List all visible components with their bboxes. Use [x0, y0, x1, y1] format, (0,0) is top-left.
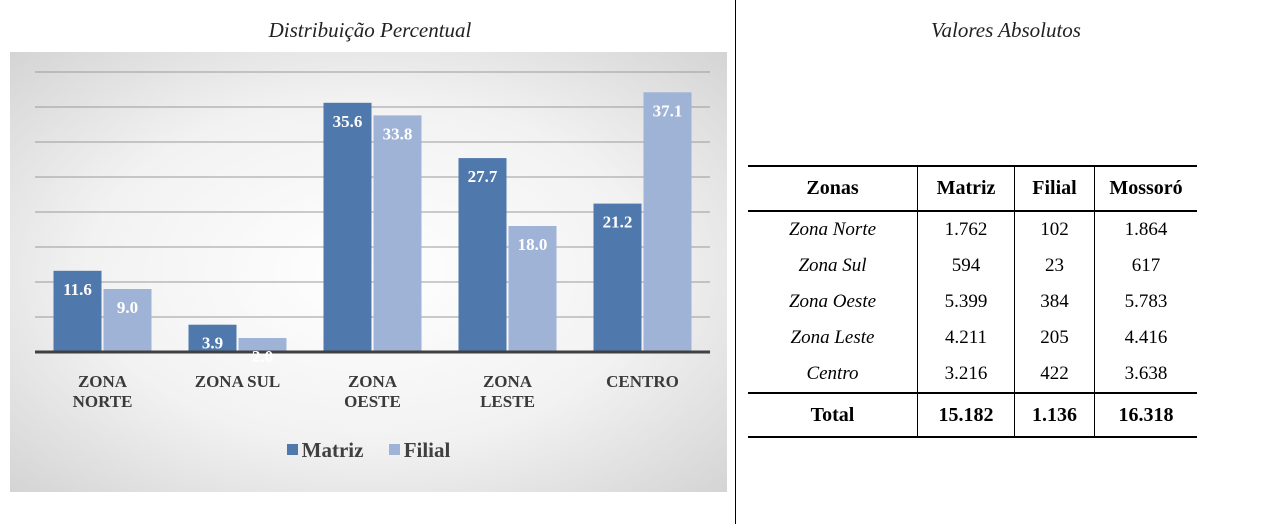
cell-matriz: 5.399 [917, 284, 1015, 320]
cell-filial: 384 [1014, 284, 1095, 320]
bar-filial [643, 92, 692, 353]
panel-divider [735, 0, 736, 524]
data-label-filial: 2.0 [252, 347, 273, 366]
cell-matriz: 1.762 [917, 211, 1015, 248]
bar-matriz [323, 102, 372, 352]
legend-label-matriz: Matriz [301, 438, 364, 462]
table-row: Zona Oeste 5.399 384 5.783 [748, 284, 1197, 320]
chart-canvas: 11.6 9.0 3.9 2.0 35.6 33.8 27.7 18.0 21.2 37.1 ZO… [35, 71, 710, 411]
cell-total-filial: 1.136 [1014, 392, 1095, 438]
legend-label-filial: Filial [403, 438, 451, 462]
cell-mossoro: 5.783 [1094, 284, 1197, 320]
cell-mossoro: 1.864 [1094, 211, 1197, 248]
chart-legend: Matriz Filial [10, 438, 727, 463]
table-header-row: Zonas Matriz Filial Mossoró [748, 165, 1197, 212]
data-label-matriz: 3.9 [202, 334, 223, 353]
cell-zona: Zona Norte [788, 219, 877, 240]
data-label-matriz: 11.6 [63, 280, 92, 299]
table-row: Zona Norte 1.762 102 1.864 [748, 211, 1197, 248]
table-title: Valores Absolutos [931, 18, 1081, 42]
cell-mossoro: 4.416 [1094, 320, 1197, 356]
category-label: OESTE [344, 392, 401, 411]
cell-total-mossoro: 16.318 [1094, 392, 1197, 438]
cell-matriz: 594 [917, 248, 1015, 284]
table-row: Zona Leste 4.211 205 4.416 [748, 320, 1197, 356]
bar-filial [508, 226, 557, 352]
header-zonas: Zonas [748, 165, 918, 212]
data-label-matriz: 35.6 [333, 112, 363, 131]
category-label: NORTE [73, 392, 133, 411]
cell-zona: Zona Sul [798, 255, 867, 276]
category-label: ZONA [483, 372, 533, 391]
cell-zona: Centro [806, 363, 859, 384]
bar-matriz [593, 203, 642, 352]
data-label-matriz: 27.7 [468, 167, 498, 186]
legend-swatch-matriz [286, 444, 298, 455]
cell-zona: Zona Leste [790, 327, 875, 348]
cell-mossoro: 617 [1094, 248, 1197, 284]
cell-zona: Zona Oeste [788, 291, 877, 312]
table-total-row: Total 15.182 1.136 16.318 [748, 392, 1197, 438]
cell-filial: 422 [1014, 356, 1095, 393]
cell-matriz: 4.211 [917, 320, 1015, 356]
category-label: LESTE [480, 392, 535, 411]
legend-swatch-filial [388, 444, 400, 455]
data-label-filial: 33.8 [383, 124, 413, 143]
cell-matriz: 3.216 [917, 356, 1015, 393]
table-row: Centro 3.216 422 3.638 [748, 356, 1197, 393]
cell-filial: 205 [1014, 320, 1095, 356]
header-matriz: Matriz [917, 165, 1015, 212]
data-label-matriz: 21.2 [603, 213, 633, 232]
absolute-values-table: Zonas Matriz Filial Mossoró Zona Norte 1… [748, 165, 1197, 438]
bar-filial [103, 289, 152, 352]
legend-item-filial: Filial [388, 438, 451, 462]
category-label: ZONA SUL [195, 372, 281, 391]
bar-filial [373, 115, 422, 353]
data-label-filial: 37.1 [653, 101, 683, 120]
header-mossoro: Mossoró [1094, 165, 1197, 212]
cell-total-matriz: 15.182 [917, 392, 1015, 438]
bar-filial [238, 338, 287, 352]
bar-chart: 11.6 9.0 3.9 2.0 35.6 33.8 27.7 18.0 21.2 37.1 ZO… [10, 52, 727, 492]
category-label: ZONA [78, 372, 128, 391]
category-label: CENTRO [606, 372, 679, 391]
data-label-filial: 18.0 [518, 235, 548, 254]
bar-matriz [188, 324, 237, 352]
header-filial: Filial [1014, 165, 1095, 212]
cell-filial: 23 [1014, 248, 1095, 284]
category-label: ZONA [348, 372, 398, 391]
legend-item-matriz: Matriz [286, 438, 364, 462]
bar-matriz [53, 270, 102, 352]
cell-total-label: Total [748, 392, 918, 438]
cell-filial: 102 [1014, 211, 1095, 248]
table-row: Zona Sul 594 23 617 [748, 248, 1197, 284]
chart-title: Distribuição Percentual [268, 18, 472, 42]
data-label-filial: 9.0 [117, 298, 138, 317]
cell-mossoro: 3.638 [1094, 356, 1197, 393]
bar-matriz [458, 158, 507, 352]
